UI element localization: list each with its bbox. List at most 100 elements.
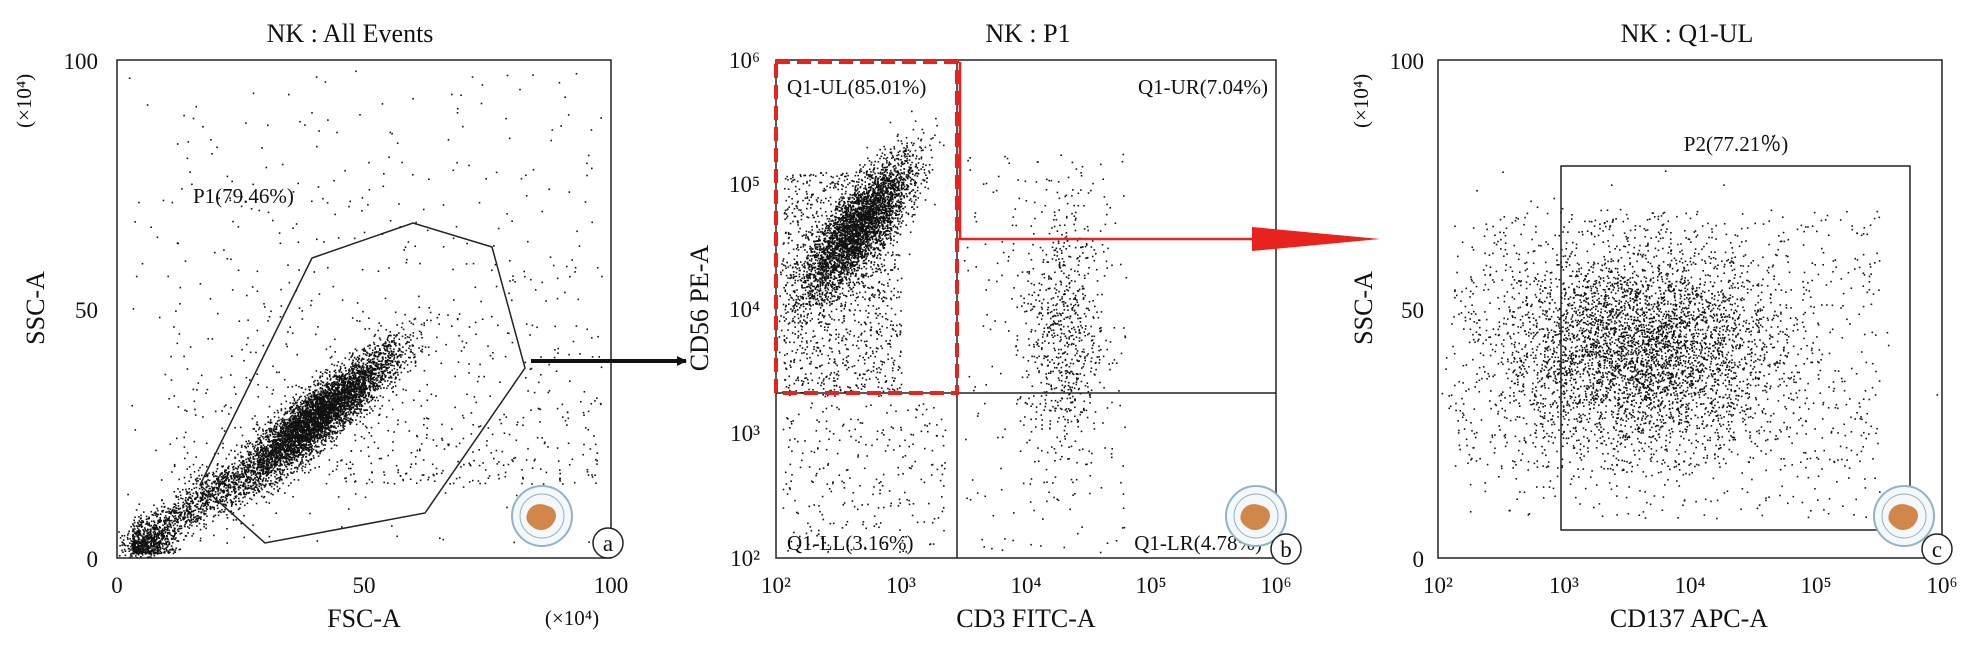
panel-a-event-dot [239,460,241,462]
panel-a-event-dot [250,454,252,456]
panel-a-event-dot [393,365,395,367]
panel-a-event-dot [385,363,387,365]
panel-a-event-dot [352,368,354,370]
panel-a-event-dot [372,382,374,384]
panel-a-event-dot [318,434,320,436]
panel-a-event-dot [245,479,247,481]
panel-a-event-dot [261,489,263,491]
panel-a-event-dot [261,464,263,466]
panel-a-event-dot [258,486,260,488]
panel-a-event-dot [317,408,319,410]
panel-a-event-dot [352,354,354,356]
panel-a-event-dot [353,386,355,388]
panel-a-event-dot [314,417,316,419]
panel-a-event-dot [294,400,296,402]
panel-a-event-dot [287,446,289,448]
panel-a-event-dot [317,394,319,396]
panel-a-event-dot [246,492,248,494]
panel-a-event-dot [287,468,289,470]
panel-a-event-dot [283,460,285,462]
panel-a-event-dot [306,406,308,408]
panel-a-event-dot [304,429,306,431]
panel-a-event-dot [276,445,278,447]
panel-a-event-dot [291,425,293,427]
panel-a-event-dot [242,497,244,499]
panel-a-event-dot [286,461,288,463]
panel-a-event-dot [293,405,295,407]
panel-a-event-dot [213,516,215,518]
panel-a-event-dot [407,341,409,343]
panel-a-event-dot [262,465,264,467]
panel-a-event-dot [276,429,278,431]
panel-a-event-dot [349,374,351,376]
panel-a-event-dot [224,509,226,511]
panel-a-event-dot [391,388,393,390]
panel-a-event-dot [356,406,358,408]
panel-a-event-dot [268,492,270,494]
panel-a-event-dot [368,355,370,357]
panel-a-event-dot [342,410,344,412]
panel-a-event-dot [363,387,365,389]
panel-a-event-dot [361,358,363,360]
panel-a-event-dot [366,367,368,369]
panel-a-event-dot [385,357,387,359]
panel-a-event-dot [415,365,417,367]
panel-a-event-dot [306,443,308,445]
panel-a-event-dot [305,466,307,468]
panel-a-event-dot [334,365,336,367]
panel-a-event-dot [374,344,376,346]
panel-a-event-dot [270,480,272,482]
panel-a-event-dot [297,467,299,469]
panel-a-event-dot [413,332,415,334]
panel-a-event-dot [402,346,404,348]
panel-a-event-dot [382,360,384,362]
panel-a-event-dot [249,457,251,459]
panel-a-event-dot [272,432,274,434]
panel-a-event-dot [251,478,253,480]
panel-a-event-dot [249,498,251,500]
panel-a-event-dot [259,491,261,493]
panel-a-event-dot [326,429,328,431]
panel-a-event-dot [305,439,307,441]
panel-a-event-dot [367,359,369,361]
panel-a-event-dot [283,430,285,432]
panel-a-event-dot [370,400,372,402]
panel-a-event-dot [405,337,407,339]
panel-a-event-dot [388,400,390,402]
panel-a-event-dot [238,498,240,500]
panel-a-event-dot [212,520,214,522]
panel-a-event-dot [374,347,376,349]
panel-a-event-dot [364,390,366,392]
panel-a-event-dot [378,367,380,369]
panel-a-event-dot [252,443,254,445]
panel-a-event-dot [371,397,373,399]
panel-a-event-dot [364,385,366,387]
panel-a-event-dot [399,379,401,381]
panel-a-event-dot [393,349,395,351]
panel-a-event-dot [370,365,372,367]
panel-a-event-dot [357,379,359,381]
panel-a-event-dot [348,378,350,380]
panel-a-event-dot [351,411,353,413]
panel-a-event-dot [250,477,252,479]
panel-a-event-dot [380,381,382,383]
panel-a-event-dot [322,385,324,387]
panel-a-event-dot [293,423,295,425]
panel-a-event-dot [277,412,279,414]
panel-a-event-dot [347,417,349,419]
panel-a-event-dot [271,472,273,474]
panel-a-event-dot [416,338,418,340]
panel-a-event-dot [394,357,396,359]
panel-a-event-dot [294,441,296,443]
panel-a-event-dot [335,422,337,424]
panel-a-event-dot [237,473,239,475]
panel-a-event-dot [312,418,314,420]
panel-a-event-dot [313,457,315,459]
panel-a-event-dot [333,426,335,428]
panel-a-event-dot [329,395,331,397]
panel-a-event-dot [391,351,393,353]
panel-a-event-dot [239,478,241,480]
panel-a-event-dot [411,322,413,324]
panel-a-event-dot [301,438,303,440]
panel-a-event-dot [345,396,347,398]
